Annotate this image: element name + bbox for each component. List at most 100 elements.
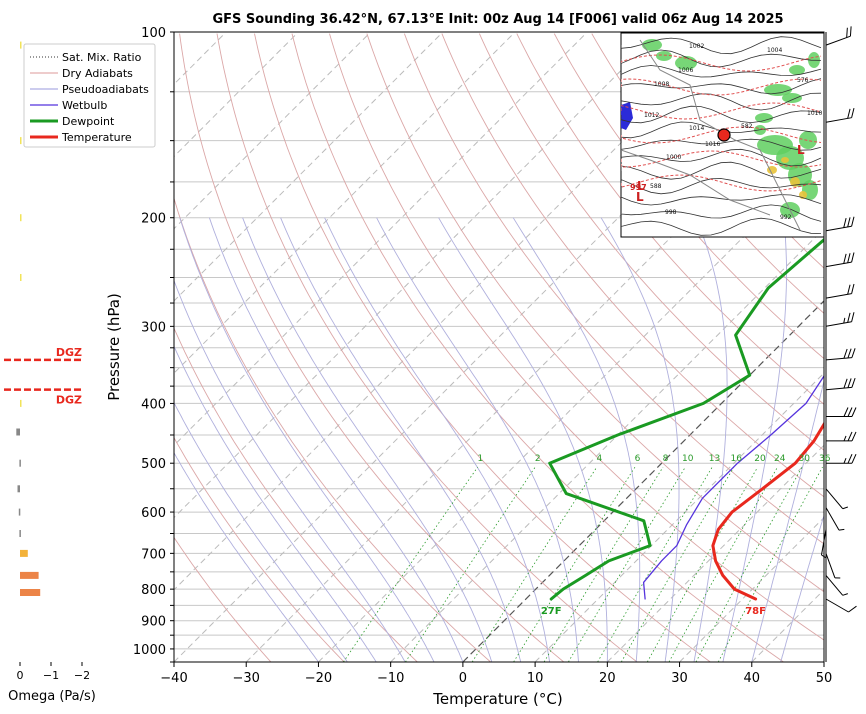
wind-barb-staff [825,357,852,361]
wind-barb-flag [851,108,855,118]
zero-isotherm [462,300,824,662]
wind-barb-staff [825,386,852,391]
map-contour-label: 588 [650,183,662,190]
wind-barb-flag [851,431,857,442]
omega-tick-label: −1 [43,669,59,682]
pseudoadiabat-line [722,217,787,662]
dgz-label: DGZ [56,346,82,359]
dry-adiabat-line [478,33,824,451]
mixing-ratio-label: 30 [799,454,811,464]
y-tick-label: 800 [141,583,166,598]
isotherm-line [174,33,514,374]
wind-barb [825,312,855,327]
dry-adiabat-line [174,436,345,662]
pseudoadiabat-line [324,217,551,662]
wind-barb [820,529,827,559]
omega-bar [19,459,21,467]
map-height-contour [621,174,822,192]
pseudoadiabat-line [174,401,348,662]
legend-label-temperature: Temperature [61,131,132,144]
omega-bar [19,530,21,537]
wind-barb [825,252,855,268]
wind-barb-staff [825,35,851,46]
map-contour-label: 576 [797,77,809,84]
mixing-ratio-line [471,466,598,662]
wind-barb-staff [825,598,849,613]
wind-barb-flag [851,377,856,388]
x-tick-label: 10 [527,671,544,686]
wind-barb-flag [851,407,857,417]
precip-area [764,84,792,96]
wind-barb-flag [843,378,848,389]
pseudoadiabat-line [376,217,579,662]
mixing-ratio-line [668,466,778,662]
temperature-surface-label: 78F [745,606,766,617]
wind-barb-flag [843,348,848,359]
y-tick-label: 600 [141,506,166,521]
map-isobar [621,148,822,167]
mixing-ratio-line [717,466,823,662]
map-isobar [621,49,822,68]
x-tick-label: 30 [671,671,688,686]
isotherm-line [174,33,659,519]
water-area [621,102,633,130]
wind-barb-flag [849,26,852,37]
wind-barb-staff [825,488,844,510]
mixing-ratio-label: 1 [478,454,484,464]
omega-bar [17,485,20,493]
pseudoadiabat-line [242,217,493,662]
x-axis-label: Temperature (°C) [432,690,562,708]
low-pressure-center: L [636,190,644,204]
wind-barb [826,431,857,442]
mixing-ratio-label: 13 [709,454,720,464]
temperature-line [711,420,824,601]
dry-adiabat-line [174,196,491,662]
wind-barb-flag [851,348,856,358]
wind-barb-staff [825,117,852,123]
wind-barb-flag [847,217,851,228]
mixing-ratio-line [343,466,479,662]
mixing-ratio-line [620,466,735,662]
omega-bar [20,274,22,281]
map-border [621,149,771,216]
map-isobar [621,178,822,195]
mixing-ratio-line [695,466,803,662]
dry-adiabat-line [516,33,824,405]
x-tick-label: 0 [459,671,467,686]
y-axis: 100 200 300 400 500 600 700 800 900 1000 [133,26,174,663]
wind-barb-flag [851,252,855,263]
mixing-ratio-label: 4 [597,454,603,464]
wind-barb [825,283,855,299]
pseudoadiabat-line [179,217,435,662]
wind-barb-flag [843,253,847,264]
omega-panel: DGZ DGZ 0 −1 −2 [4,41,90,682]
omega-axis-label: Omega (Pa/s) [8,689,96,704]
wind-barb [825,507,845,531]
legend-label-wetbulb: Wetbulb [62,99,107,112]
pseudoadiabat-line [438,217,608,662]
map-isobar [621,36,822,55]
map-height-contour [621,150,822,168]
pseudoadiabat-line [751,378,824,662]
dry-adiabat-line [216,33,638,662]
x-tick-label: −20 [305,671,332,686]
wind-barb-staff [825,553,836,579]
x-tick-label: 40 [744,671,761,686]
map-isobar [621,92,822,111]
map-height-contour [621,102,822,120]
map-isobar [621,105,822,124]
omega-bar [20,41,22,49]
mixing-ratio-label: 24 [774,454,786,464]
omega-bar [16,428,20,436]
wind-barb-half-flag [838,528,845,531]
wind-barb [825,377,856,391]
wind-barb-half-flag [842,593,848,596]
pseudoadiabat-line [208,217,464,662]
dry-adiabat-line [441,33,824,498]
isotherm-line [174,33,370,230]
mixing-ratio-label: 20 [754,454,766,464]
map-contour-label: 1000 [666,154,681,161]
map-isobar [621,204,822,222]
precip-area [782,93,802,103]
